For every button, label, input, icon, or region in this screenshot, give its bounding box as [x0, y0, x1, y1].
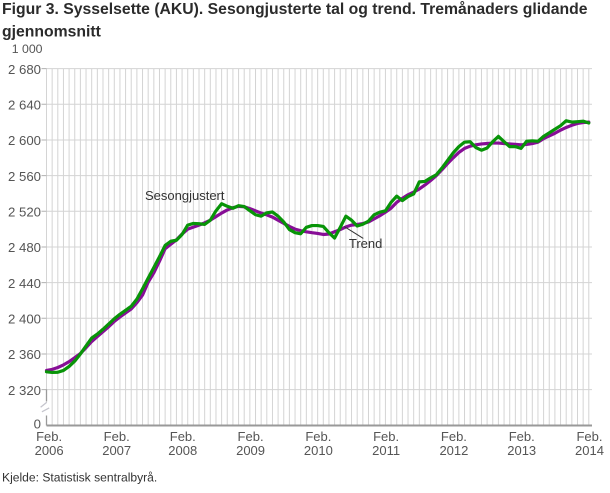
svg-text:2013: 2013	[507, 443, 536, 458]
svg-text:Feb.: Feb.	[576, 429, 602, 444]
svg-text:2 640: 2 640	[8, 97, 41, 112]
svg-text:2 480: 2 480	[8, 240, 41, 255]
svg-text:0: 0	[34, 417, 41, 432]
svg-text:Trend: Trend	[349, 236, 382, 251]
svg-text:2007: 2007	[102, 443, 131, 458]
svg-text:2 320: 2 320	[8, 383, 41, 398]
svg-text:Feb.: Feb.	[104, 429, 130, 444]
svg-text:1 000: 1 000	[12, 42, 43, 56]
svg-text:2 360: 2 360	[8, 347, 41, 362]
svg-text:2 520: 2 520	[8, 204, 41, 219]
svg-text:Kjelde: Statistisk sentralbyrå: Kjelde: Statistisk sentralbyrå.	[2, 471, 157, 485]
svg-text:Figur 3. Sysselsette (AKU). Se: Figur 3. Sysselsette (AKU). Sesongjuster…	[2, 0, 588, 18]
svg-text:2008: 2008	[168, 443, 197, 458]
svg-text:Feb.: Feb.	[170, 429, 196, 444]
svg-text:Feb.: Feb.	[36, 429, 62, 444]
svg-text:2012: 2012	[439, 443, 468, 458]
svg-text:2 680: 2 680	[8, 62, 41, 77]
svg-text:Sesongjustert: Sesongjustert	[145, 188, 225, 203]
svg-text:2014: 2014	[575, 443, 604, 458]
svg-text:2010: 2010	[304, 443, 333, 458]
svg-text:Feb.: Feb.	[373, 429, 399, 444]
svg-text:2 600: 2 600	[8, 133, 41, 148]
svg-text:2009: 2009	[236, 443, 265, 458]
svg-text:2006: 2006	[35, 443, 64, 458]
svg-text:Feb.: Feb.	[305, 429, 331, 444]
svg-text:2 560: 2 560	[8, 169, 41, 184]
svg-text:Feb.: Feb.	[441, 429, 467, 444]
svg-text:2 440: 2 440	[8, 276, 41, 291]
svg-text:2011: 2011	[372, 443, 400, 458]
svg-text:Feb.: Feb.	[509, 429, 535, 444]
svg-text:Feb.: Feb.	[238, 429, 264, 444]
svg-text:2 400: 2 400	[8, 311, 41, 326]
svg-text:gjennomsnitt: gjennomsnitt	[2, 23, 102, 40]
